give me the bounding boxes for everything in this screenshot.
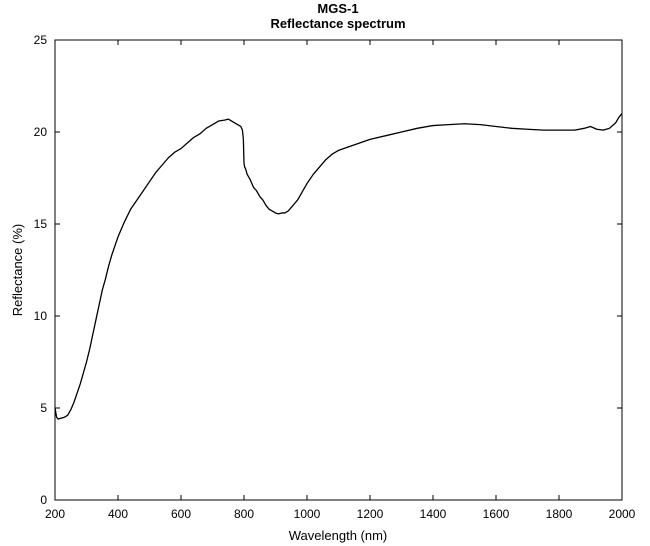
x-tick-label: 1600 bbox=[483, 507, 510, 521]
y-tick-label: 5 bbox=[40, 401, 47, 415]
x-tick-label: 2000 bbox=[609, 507, 636, 521]
y-tick-label: 25 bbox=[34, 33, 48, 47]
y-tick-label: 0 bbox=[40, 493, 47, 507]
x-tick-label: 800 bbox=[234, 507, 254, 521]
x-tick-label: 200 bbox=[45, 507, 65, 521]
chart-title: MGS-1 bbox=[317, 1, 358, 16]
chart-subtitle: Reflectance spectrum bbox=[270, 16, 405, 31]
plot-area-frame bbox=[54, 39, 623, 501]
y-tick-label: 20 bbox=[34, 125, 48, 139]
y-axis-label: Reflectance (%) bbox=[10, 224, 25, 316]
x-tick-label: 1200 bbox=[357, 507, 384, 521]
y-tick-label: 15 bbox=[34, 217, 48, 231]
x-axis-label: Wavelength (nm) bbox=[289, 528, 388, 543]
y-tick-label: 10 bbox=[34, 309, 48, 323]
x-tick-label: 1000 bbox=[294, 507, 321, 521]
x-tick-label: 1800 bbox=[546, 507, 573, 521]
x-tick-label: 1400 bbox=[420, 507, 447, 521]
x-axis: 200 400 600 800 1000 1200 1400 1600 1800 2000 bbox=[45, 40, 636, 521]
x-tick-label: 600 bbox=[171, 507, 191, 521]
x-tick-label: 400 bbox=[108, 507, 128, 521]
y-axis: 0 5 10 15 20 25 bbox=[34, 33, 622, 507]
reflectance-series-line bbox=[54, 113, 623, 420]
